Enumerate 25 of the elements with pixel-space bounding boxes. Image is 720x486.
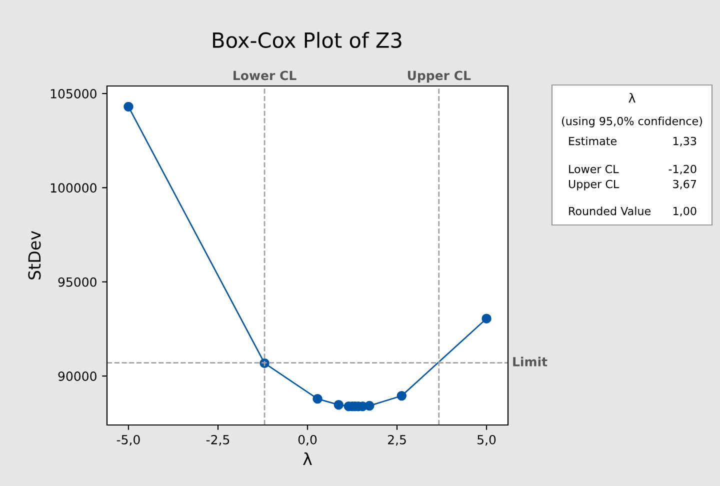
text: 3,67 (673, 180, 696, 190)
y-tick-label: 90000 (58, 372, 96, 381)
ref-line-label: Upper CL (408, 70, 471, 83)
x-axis-title: λ (303, 452, 312, 466)
x-tick-label: 2,5 (388, 434, 406, 446)
text: Estimate (569, 136, 616, 146)
y-tick-label: 95000 (58, 277, 96, 287)
text: λ (628, 92, 636, 102)
x-tick-label: -2,5 (206, 434, 230, 446)
y-tick-label: 100000 (50, 183, 96, 193)
chart-title: Box-Cox Plot of Z3 (213, 32, 402, 48)
x-tick-label: 5,0 (478, 434, 496, 446)
text: -1,20 (668, 164, 696, 174)
text: Upper CL (568, 180, 620, 190)
text: 1,33 (673, 136, 696, 146)
y-tick-label: 105000 (50, 89, 96, 98)
ref-line-label: Limit (513, 356, 548, 366)
ref-line-label: Lower CL (234, 70, 296, 80)
text: 1,00 (673, 206, 696, 216)
text: (using 95,0% confidence) (562, 116, 702, 128)
text: Lower CL (569, 164, 619, 174)
text: Rounded Value (569, 206, 650, 216)
x-tick-label: -5,0 (116, 434, 140, 446)
y-axis-title: StDev (28, 230, 41, 280)
x-tick-label: 0,0 (298, 434, 317, 446)
